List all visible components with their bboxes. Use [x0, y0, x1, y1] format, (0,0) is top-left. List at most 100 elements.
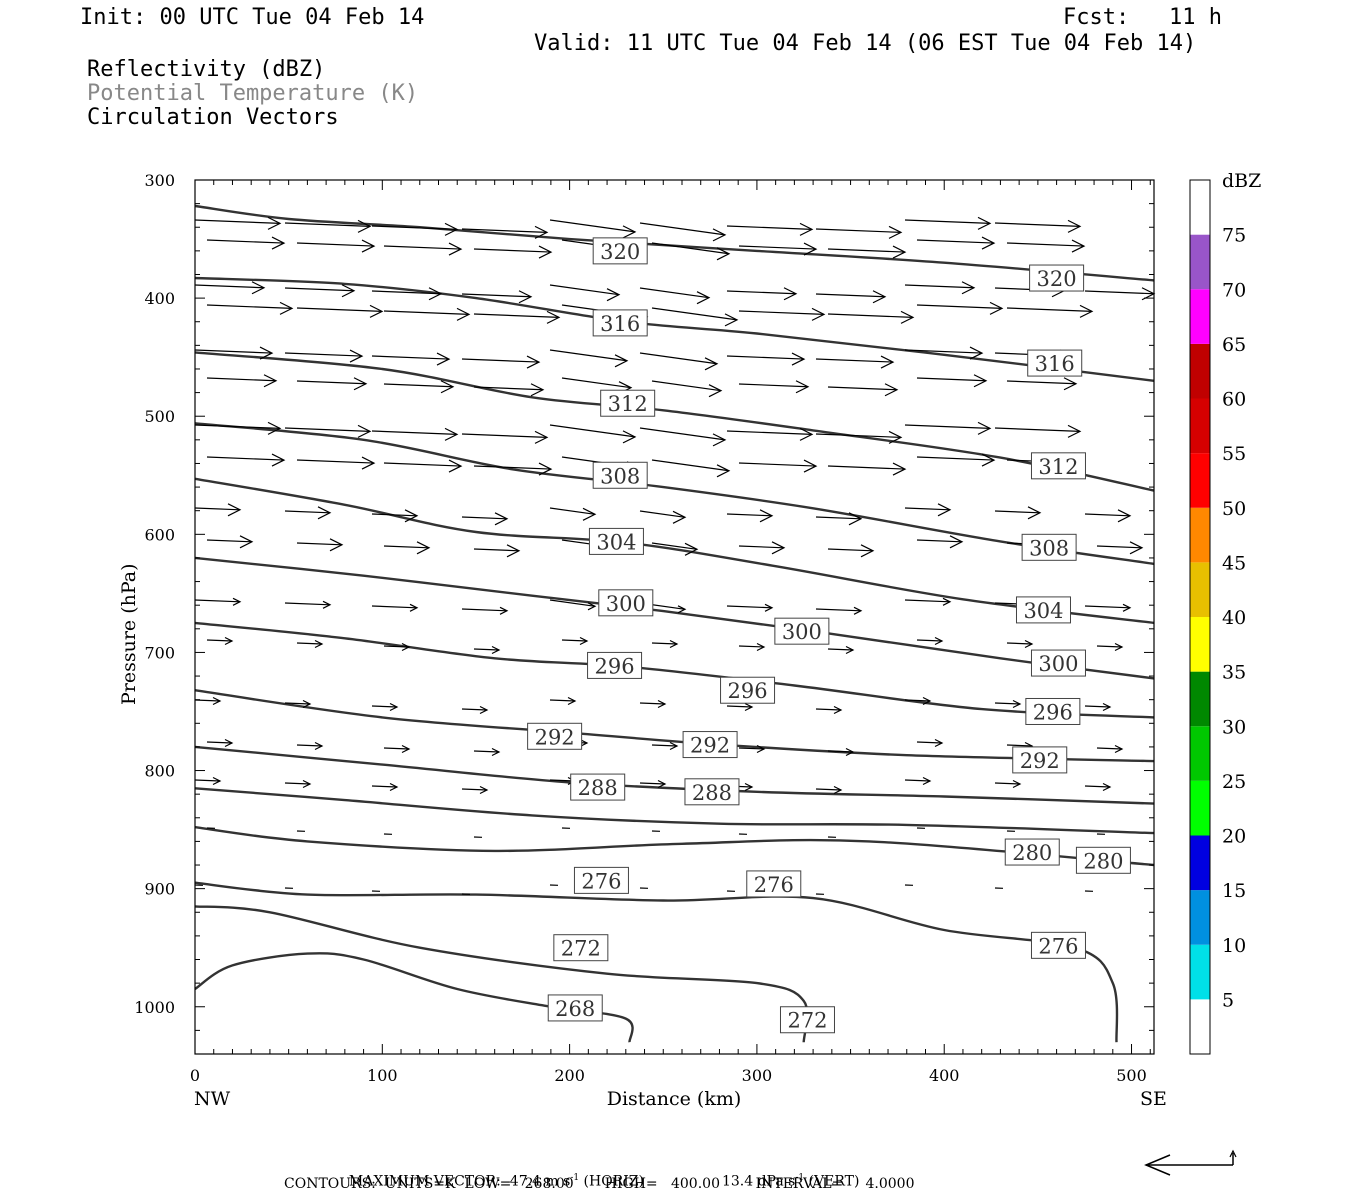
- circulation-vector: [639, 427, 727, 447]
- circulation-vector: [371, 702, 399, 712]
- colorbar-cell: [1190, 617, 1210, 672]
- vector-head: [969, 346, 984, 360]
- circulation-vector: [651, 741, 679, 751]
- contour-info: CONTOURS: UNITS=K LOW= 268.00 HIGH= 400.…: [284, 1176, 915, 1192]
- contour-label-text: 316: [1035, 352, 1075, 376]
- vector-head: [436, 352, 451, 366]
- colorbar-label: 30: [1222, 716, 1246, 738]
- contour-label-box: [774, 617, 830, 645]
- colorbar-label: 15: [1222, 880, 1246, 902]
- circulation-vector: [284, 779, 312, 789]
- vector-shaft: [383, 645, 410, 648]
- circulation-vector: [994, 506, 1042, 520]
- y-tick-label: 400: [144, 289, 175, 308]
- contour-label-text: 272: [561, 937, 601, 961]
- vector-shaft: [206, 639, 233, 642]
- vector-head: [579, 636, 589, 646]
- vector-shaft: [827, 313, 914, 318]
- vector-shaft: [284, 510, 331, 514]
- legend-theta: Potential Temperature (K): [87, 81, 419, 106]
- colorbar-label: 25: [1222, 771, 1246, 793]
- vector-head: [961, 281, 976, 295]
- circulation-vector: [194, 346, 274, 360]
- vector-head: [1067, 424, 1082, 438]
- circulation-vector: [371, 427, 459, 441]
- vector-head: [401, 642, 411, 652]
- vector-head: [880, 355, 895, 369]
- contour-label-272: 272: [779, 1006, 835, 1034]
- vector-shaft: [815, 608, 862, 612]
- circulation-vector: [1084, 603, 1132, 612]
- colorbar-cell: [1190, 343, 1210, 399]
- vector-shaft: [194, 219, 281, 224]
- vector-shaft: [827, 648, 854, 651]
- circulation-vector: [371, 603, 419, 612]
- vector-head: [341, 284, 356, 298]
- vector-head: [669, 639, 679, 649]
- vector-shaft: [651, 459, 730, 472]
- vector-shaft: [549, 599, 596, 607]
- contour-label-text: 276: [754, 873, 794, 897]
- colorbar-label: 60: [1222, 389, 1246, 411]
- contour-304: [194, 477, 1155, 625]
- circulation-vector: [994, 219, 1082, 233]
- circulation-vector: [383, 642, 411, 652]
- vector-shaft: [726, 225, 813, 230]
- vector-head: [409, 603, 419, 612]
- vector-head: [614, 354, 629, 368]
- circulation-vector: [383, 459, 463, 473]
- vector-shaft: [904, 219, 991, 224]
- vector-shaft: [473, 465, 552, 470]
- vector-head: [657, 699, 667, 709]
- contour-label-text: 280: [1083, 849, 1123, 873]
- vector-head: [251, 281, 266, 295]
- vector-shaft: [561, 377, 632, 389]
- circulation-vector: [473, 645, 501, 655]
- vector-shaft: [994, 510, 1041, 514]
- vector-shaft: [296, 380, 367, 385]
- x-axis-label: Distance (km): [607, 1088, 742, 1110]
- circulation-vector: [473, 747, 501, 757]
- circulation-vector: [296, 741, 324, 751]
- vector-head: [416, 541, 431, 555]
- x-tick-label: 0: [190, 1066, 200, 1085]
- vector-head: [803, 459, 818, 473]
- vector-head: [224, 636, 234, 646]
- circulation-vector: [651, 459, 731, 478]
- vector-head: [428, 287, 443, 301]
- colorbar-label: 65: [1222, 334, 1246, 356]
- colorbar-cell: [1190, 180, 1210, 235]
- axis-layer: 0 100 200 300 400 500 300 400 500 600 700 800 900 100…: [134, 171, 1155, 1085]
- circulation-vector: [1096, 642, 1124, 652]
- vector-head: [259, 346, 274, 360]
- contour-292: [194, 689, 1155, 763]
- contour-label-text: 300: [1038, 652, 1078, 676]
- vector-shaft: [639, 702, 666, 705]
- plot-frame: [194, 179, 1155, 1055]
- colorbar-cell: [1190, 780, 1210, 836]
- vector-head: [922, 776, 932, 786]
- vector-head: [884, 383, 899, 397]
- vector-head: [716, 247, 731, 261]
- vector-shaft: [1096, 747, 1123, 750]
- vector-head: [546, 310, 561, 324]
- contour-label-box: [592, 309, 648, 337]
- vector-head: [712, 433, 727, 447]
- circulation-vector: [651, 542, 699, 556]
- colorbar-label: 70: [1222, 279, 1246, 301]
- contour-label-box: [746, 870, 802, 898]
- contour-label-box: [1015, 596, 1071, 624]
- circulation-vector: [284, 600, 332, 609]
- vector-head: [696, 291, 711, 305]
- vector-head: [491, 645, 501, 655]
- vector-head: [444, 222, 459, 236]
- colorbar-label: 5: [1222, 989, 1234, 1011]
- colorbar-cell: [1190, 726, 1210, 781]
- vector-head: [716, 464, 731, 478]
- circulation-vector: [549, 349, 629, 368]
- circulation-vector: [296, 377, 368, 391]
- circulation-vector: [284, 424, 372, 438]
- vector-shaft: [473, 548, 520, 552]
- circulation-vector: [916, 301, 1004, 315]
- vector-head: [329, 538, 344, 552]
